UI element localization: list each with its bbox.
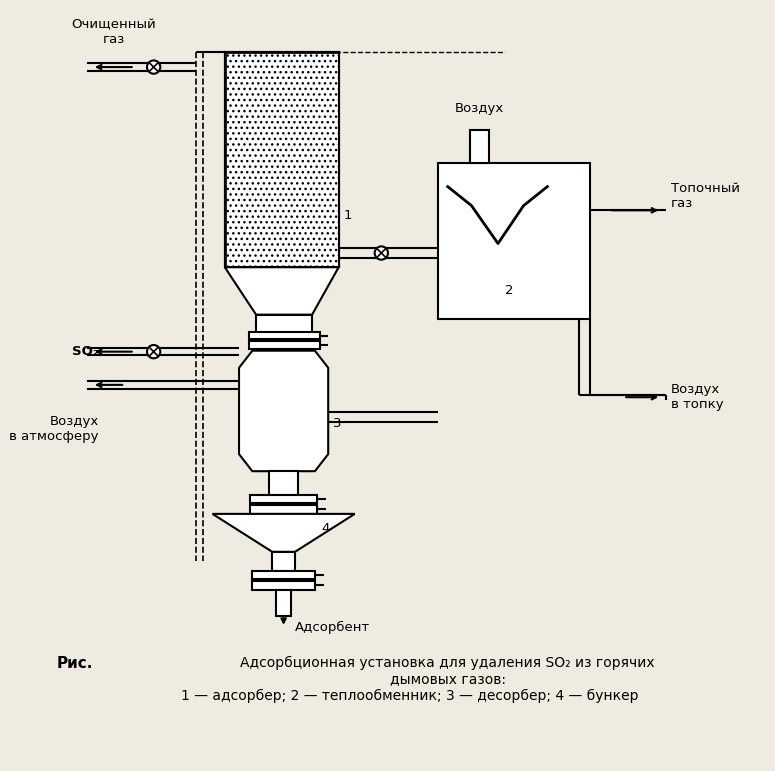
- Polygon shape: [212, 514, 355, 552]
- Text: 3: 3: [333, 417, 342, 430]
- Text: 1: 1: [343, 209, 352, 221]
- Bar: [249, 332, 319, 339]
- Circle shape: [147, 60, 160, 74]
- Polygon shape: [239, 351, 328, 471]
- Circle shape: [147, 345, 160, 359]
- Bar: [250, 505, 317, 514]
- Text: 1 — адсорбер; 2 — теплообменник; 3 — десорбер; 4 — бункер: 1 — адсорбер; 2 — теплообменник; 3 — дес…: [181, 689, 639, 703]
- Bar: [226, 53, 338, 266]
- Bar: [256, 315, 312, 334]
- Bar: [225, 52, 339, 268]
- Text: Воздух
в атмосферу: Воздух в атмосферу: [9, 415, 98, 443]
- Bar: [225, 52, 339, 268]
- Text: Воздух: Воздух: [454, 103, 504, 116]
- Bar: [438, 163, 590, 319]
- Text: Очищенный
газ: Очищенный газ: [71, 19, 157, 46]
- Bar: [270, 471, 298, 495]
- Bar: [249, 342, 319, 348]
- Bar: [470, 130, 488, 163]
- Bar: [253, 571, 315, 579]
- Polygon shape: [225, 268, 339, 315]
- Text: 2: 2: [505, 284, 513, 298]
- Text: 4: 4: [322, 522, 330, 534]
- Bar: [272, 552, 295, 571]
- Text: Рис.: Рис.: [57, 656, 93, 672]
- Text: Адсорбционная установка для удаления SO₂ из горячих
дымовых газов:: Адсорбционная установка для удаления SO₂…: [240, 656, 655, 686]
- Bar: [276, 590, 291, 616]
- Bar: [253, 581, 315, 590]
- Text: Адсорбент: Адсорбент: [295, 621, 370, 635]
- Circle shape: [374, 247, 388, 260]
- Text: Воздух
в топку: Воздух в топку: [670, 383, 723, 411]
- Text: Топочный
газ: Топочный газ: [670, 182, 739, 210]
- Bar: [250, 495, 317, 503]
- Text: SO₂: SO₂: [72, 345, 98, 359]
